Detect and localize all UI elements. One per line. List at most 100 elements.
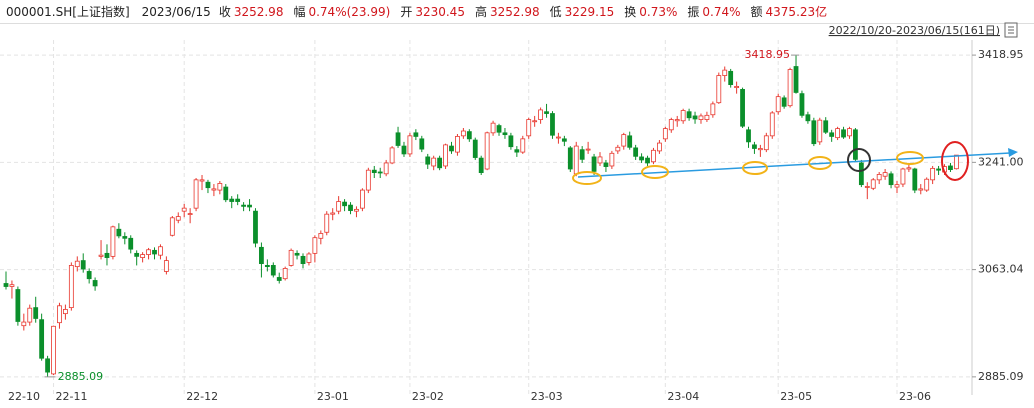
candle-body <box>359 189 365 209</box>
candle-body <box>841 129 846 138</box>
candle-body <box>86 271 92 280</box>
touch-mark <box>572 171 602 185</box>
candle-body <box>33 307 39 319</box>
candle-body <box>152 249 157 255</box>
candle-body <box>657 142 662 152</box>
candle-body <box>573 145 579 175</box>
field-label: 收 <box>218 5 231 19</box>
field-value: 3252.98 <box>489 5 540 19</box>
candle-body <box>651 149 656 163</box>
candle-body <box>550 113 555 136</box>
field-label: 开 <box>400 5 413 19</box>
candle-body <box>9 284 15 287</box>
field-label: 幅 <box>293 5 306 19</box>
candle-body <box>431 157 437 167</box>
candle-body <box>259 246 264 265</box>
candle-body <box>781 97 787 107</box>
field-label: 额 <box>750 5 763 19</box>
field-value: 0.74%(23.99) <box>308 5 391 19</box>
candle-body <box>437 157 443 169</box>
candle-body <box>633 147 639 157</box>
touch-mark <box>808 156 832 170</box>
candle-body <box>775 96 781 113</box>
candle-body <box>508 135 514 148</box>
field-label: 振 <box>687 5 700 19</box>
candle-body <box>740 89 745 127</box>
candle-body <box>787 69 793 107</box>
candle-body <box>674 119 680 122</box>
candle-body <box>579 149 585 160</box>
candle-body <box>526 119 532 137</box>
candle-body <box>645 157 650 164</box>
candle-body <box>425 156 431 165</box>
x-tick-label: 22-11 <box>56 390 88 403</box>
candle-body <box>591 156 597 172</box>
annotations <box>572 141 1018 185</box>
field-label: 高 <box>474 5 487 19</box>
candle-body <box>728 70 734 86</box>
candle-body <box>722 69 728 76</box>
candle-body <box>621 134 627 147</box>
candle-body <box>3 283 9 287</box>
candle-body <box>746 129 751 143</box>
x-tick-label: 23-03 <box>531 390 563 403</box>
candle-body <box>306 253 312 263</box>
candle-body <box>752 144 757 149</box>
candle-body <box>835 128 840 139</box>
low-label: 2885.09 <box>58 370 104 383</box>
candle-body <box>217 183 223 191</box>
candle-body <box>449 145 454 152</box>
candle-body <box>193 179 199 209</box>
candle-body <box>336 201 342 212</box>
date: 2023/06/15 <box>141 5 211 19</box>
candle-body <box>342 201 347 207</box>
y-tick-label: 3241.00 <box>978 155 1024 168</box>
candle-body <box>918 188 924 191</box>
candle-body <box>264 265 270 268</box>
field-value: 3230.45 <box>415 5 465 19</box>
candle-body <box>876 174 882 181</box>
candle-body <box>585 148 591 151</box>
candle-body <box>57 305 62 324</box>
candle-body <box>354 208 359 212</box>
candle-body <box>627 135 633 148</box>
x-tick-label: 23-05 <box>780 390 812 403</box>
high-label: 3418.95 <box>745 48 791 61</box>
candle-body <box>365 169 371 191</box>
candle-body <box>615 146 621 152</box>
candle-body <box>520 138 526 153</box>
candle-body <box>413 132 419 137</box>
candle-body <box>276 277 282 281</box>
candle-body <box>793 66 799 93</box>
candle-body <box>163 260 169 272</box>
candle-body <box>924 178 930 191</box>
trend-line <box>577 152 1011 178</box>
candle-body <box>799 93 805 116</box>
candle-body <box>21 321 27 327</box>
candle-body <box>312 237 318 254</box>
candle-body <box>870 179 876 189</box>
field-value: 0.73% <box>639 5 678 19</box>
candle-body <box>544 111 549 114</box>
candle-body <box>300 255 306 265</box>
candle-body <box>169 217 175 236</box>
touch-mark <box>896 151 924 165</box>
x-tick-label: 23-02 <box>412 390 444 403</box>
candle-body <box>39 319 45 359</box>
candle-body <box>187 213 193 215</box>
candle-body <box>419 138 425 150</box>
candle-body <box>716 75 722 104</box>
candle-body <box>478 157 484 173</box>
candle-body <box>817 119 823 143</box>
candle-body <box>223 186 229 201</box>
field-value: 4375.23亿 <box>765 5 828 19</box>
candle-body <box>734 86 740 89</box>
candle-body <box>229 198 235 202</box>
candle-body <box>466 131 472 140</box>
candle-body <box>241 204 247 207</box>
candle-body <box>769 112 775 137</box>
candle-body <box>710 103 716 116</box>
candle-body <box>954 154 959 170</box>
candle-body <box>805 114 811 122</box>
